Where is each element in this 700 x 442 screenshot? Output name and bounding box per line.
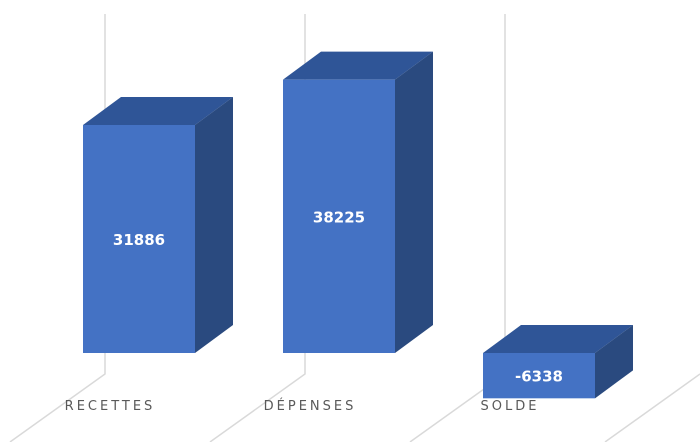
labels-layer: 31886 38225 -6338 RECETTES DÉPENSES SOLDE — [65, 208, 563, 414]
bar-top-face — [83, 97, 233, 125]
bar-side-face — [395, 51, 433, 353]
bar-depenses — [283, 51, 433, 353]
category-label-solde: SOLDE — [481, 399, 540, 414]
category-label-depenses: DÉPENSES — [264, 398, 357, 414]
bars-layer — [83, 51, 633, 399]
data-label-depenses: 38225 — [313, 208, 365, 226]
category-label-recettes: RECETTES — [65, 399, 156, 414]
bar-front-face — [483, 353, 595, 399]
bar-recettes — [83, 97, 233, 353]
bar-side-face — [595, 325, 633, 399]
data-label-solde: -6338 — [515, 368, 563, 386]
gridline-4 — [604, 373, 700, 442]
data-label-recettes: 31886 — [113, 231, 165, 249]
bar-front-face — [83, 125, 195, 353]
bar-top-face — [283, 51, 433, 80]
bar-front-face — [283, 79, 395, 353]
bar-side-face — [195, 97, 233, 353]
bar-solde — [483, 325, 633, 399]
bar-top-face — [483, 325, 633, 353]
